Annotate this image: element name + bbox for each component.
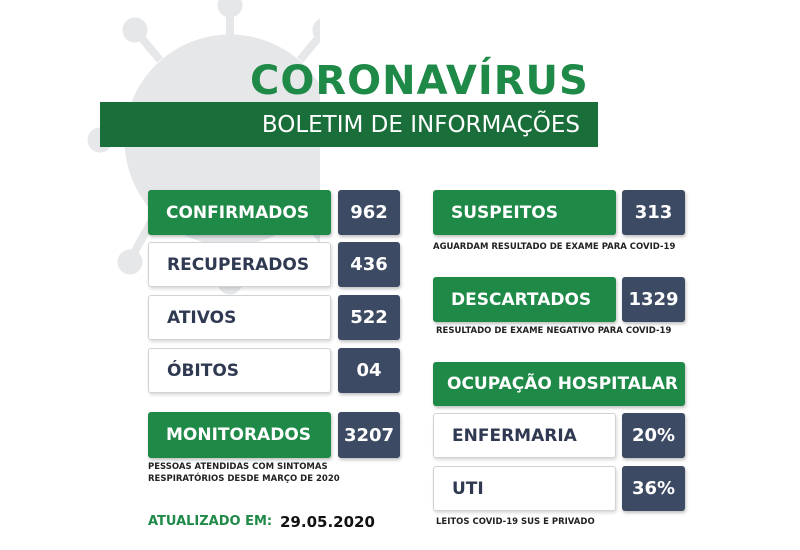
stat-label: ÓBITOS — [148, 348, 331, 393]
stat-value: 36% — [622, 466, 685, 511]
stat-label: MONITORADOS — [148, 412, 331, 458]
stat-label: ATIVOS — [148, 295, 331, 340]
stat-value: 962 — [338, 190, 400, 235]
stat-label: UTI — [433, 466, 616, 511]
stat-note: RESULTADO DE EXAME NEGATIVO PARA COVID-1… — [436, 326, 672, 336]
stat-value: 04 — [338, 348, 400, 393]
stat-value: 436 — [338, 242, 400, 287]
stat-value: 313 — [622, 190, 685, 235]
stat-value: 3207 — [338, 412, 400, 458]
stat-value: 1329 — [622, 277, 685, 322]
subtitle-band: BOLETIM DE INFORMAÇÕES — [100, 102, 598, 147]
stat-label: RECUPERADOS — [148, 242, 331, 287]
stat-label: CONFIRMADOS — [148, 190, 331, 235]
stat-label: SUSPEITOS — [433, 190, 616, 235]
subtitle: BOLETIM DE INFORMAÇÕES — [261, 111, 580, 138]
section-title: OCUPAÇÃO HOSPITALAR — [433, 362, 685, 406]
stat-note: AGUARDAM RESULTADO DE EXAME PARA COVID-1… — [433, 242, 676, 252]
stat-value: 20% — [622, 413, 685, 458]
stat-note: PESSOAS ATENDIDAS COM SINTOMAS RESPIRATÓ… — [148, 462, 340, 484]
title: CORONAVÍRUS — [250, 58, 589, 104]
stat-label: ENFERMARIA — [433, 413, 616, 458]
updated-date: 29.05.2020 — [280, 513, 375, 531]
stat-label: DESCARTADOS — [433, 277, 616, 322]
stat-value: 522 — [338, 295, 400, 340]
stat-note: LEITOS COVID-19 SUS E PRIVADO — [436, 517, 595, 527]
updated-label: ATUALIZADO EM: — [148, 514, 273, 529]
